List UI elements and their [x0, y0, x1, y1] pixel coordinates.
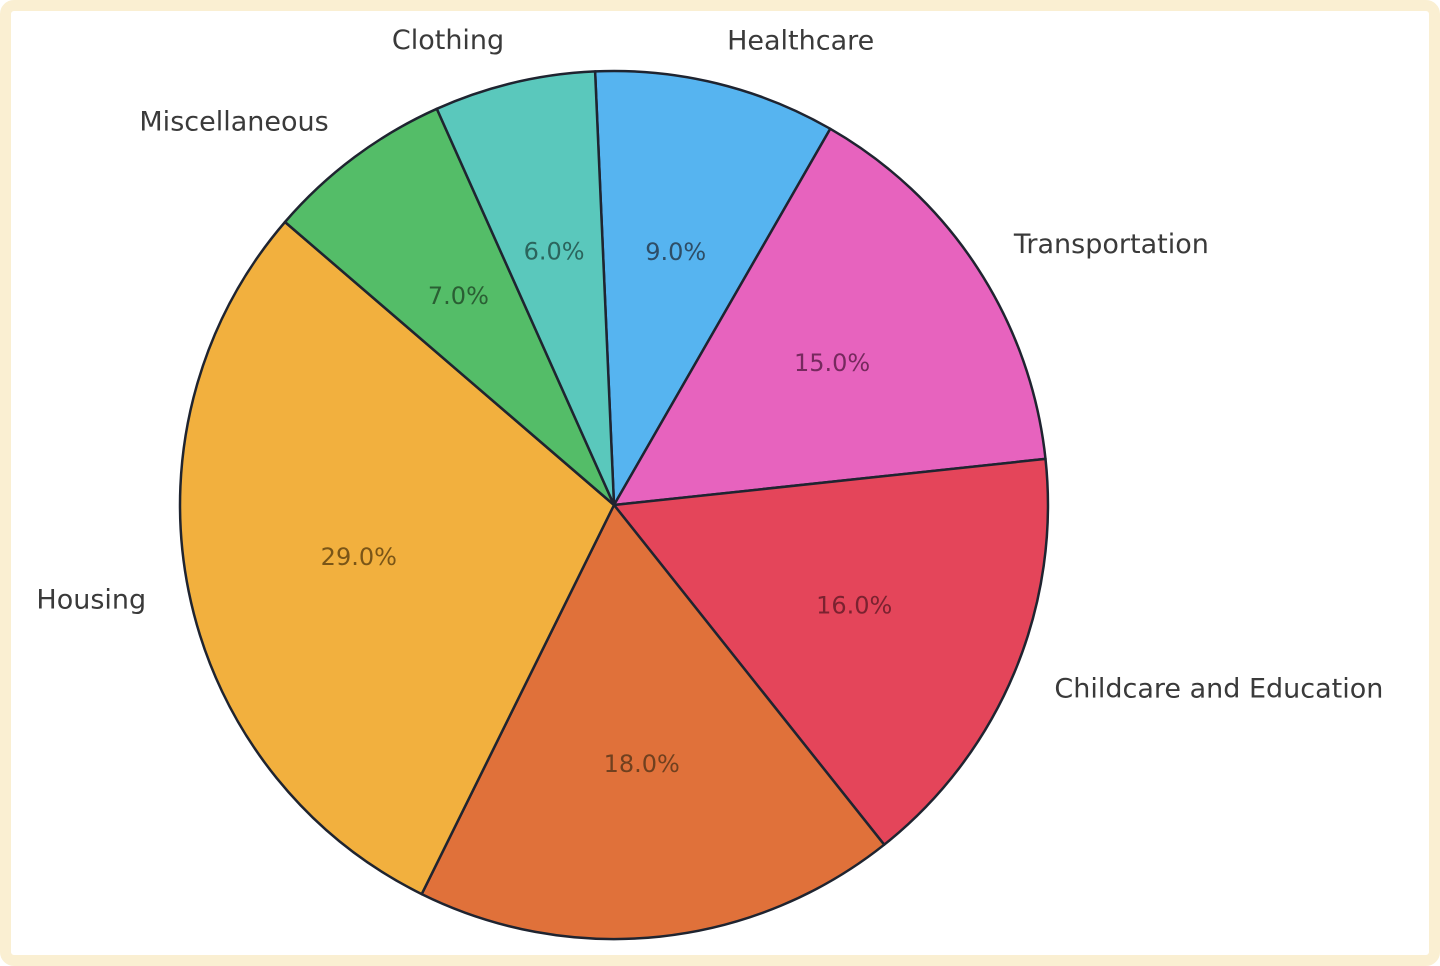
pie-slice-transportation [612, 127, 1047, 507]
pie-percent-label-childcare-and-education: 16.0% [816, 592, 892, 620]
pie-slice-healthcare [593, 69, 832, 507]
pie-percent-label-healthcare: 9.0% [645, 238, 706, 266]
pie-slice-unlabeled-3 [420, 503, 886, 941]
pie-percent-label-miscellaneous: 7.0% [428, 282, 489, 310]
pie-category-label-miscellaneous: Miscellaneous [139, 107, 328, 138]
pie-percent-label-clothing: 6.0% [524, 238, 585, 266]
pie-chart-figure: 9.0% Healthcare 15.0% Transportation 16.0% Ch… [11, 11, 1429, 955]
pie-slice-housing [178, 220, 616, 896]
pie-category-label-healthcare: Healthcare [727, 26, 874, 57]
pie-percent-label-transportation: 15.0% [794, 349, 870, 377]
pie-slice-clothing [435, 70, 616, 507]
pie-chart: 9.0% Healthcare 15.0% Transportation 16.0% Ch… [36, 25, 1383, 941]
pie-category-label-childcare-and-education: Childcare and Education [1054, 674, 1383, 705]
pie-slice-miscellaneous [283, 107, 616, 507]
pie-slice-childcare-and-education [612, 457, 1050, 846]
pie-percent-label-housing: 29.0% [321, 543, 397, 571]
pie-percent-label-unlabeled-3: 18.0% [604, 750, 680, 778]
pie-category-label-clothing: Clothing [392, 25, 504, 56]
pie-category-label-transportation: Transportation [1013, 229, 1209, 260]
pie-category-label-housing: Housing [36, 585, 146, 616]
